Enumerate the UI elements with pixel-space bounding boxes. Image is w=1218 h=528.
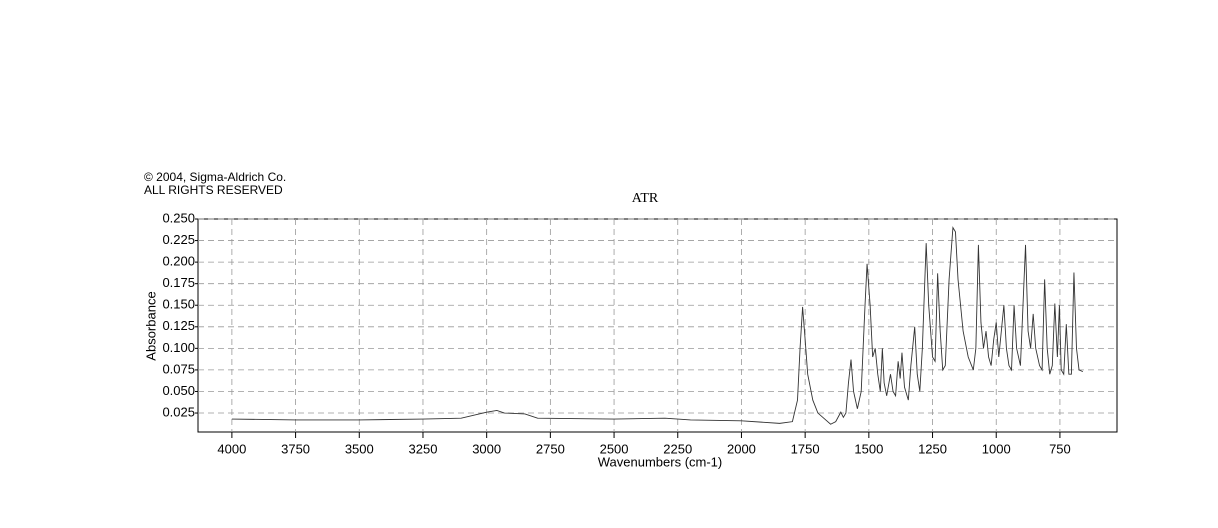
y-tick-label: 0.225 bbox=[162, 232, 195, 247]
y-tick-label: 0.150 bbox=[162, 297, 195, 312]
copyright: © 2004, Sigma-Aldrich Co. bbox=[144, 170, 286, 184]
spectrum-line bbox=[231, 226, 1084, 425]
x-tick-label: 2500 bbox=[600, 441, 629, 456]
x-tick-label: 4000 bbox=[217, 441, 246, 456]
y-tick-label: 0.175 bbox=[162, 275, 195, 290]
x-tick-label: 3250 bbox=[409, 441, 438, 456]
x-tick-label: 2000 bbox=[727, 441, 756, 456]
y-tick-label: 0.075 bbox=[162, 361, 195, 376]
y-tick-label: 0.100 bbox=[162, 340, 195, 355]
x-tick-label: 1250 bbox=[918, 441, 947, 456]
y-tick-label: 0.125 bbox=[162, 318, 195, 333]
x-axis-label: Wavenumbers (cm-1) bbox=[598, 454, 722, 469]
copyright: ALL RIGHTS RESERVED bbox=[144, 183, 283, 197]
x-tick-label: 3750 bbox=[281, 441, 310, 456]
y-tick-label: 0.025 bbox=[162, 404, 195, 419]
x-tick-label: 3500 bbox=[345, 441, 374, 456]
x-tick-label: 1500 bbox=[854, 441, 883, 456]
y-tick-label: 0.050 bbox=[162, 383, 195, 398]
y-axis-label: Absorbance bbox=[143, 291, 158, 360]
x-tick-label: 3000 bbox=[472, 441, 501, 456]
x-tick-label: 1750 bbox=[791, 441, 820, 456]
x-tick-label: 2250 bbox=[663, 441, 692, 456]
x-tick-label: 2750 bbox=[536, 441, 565, 456]
y-tick-label: 0.250 bbox=[162, 210, 195, 225]
chart-title: ATR bbox=[632, 191, 659, 206]
plot-frame bbox=[197, 218, 1118, 433]
x-tick-label: 750 bbox=[1049, 441, 1071, 456]
x-tick-label: 1000 bbox=[982, 441, 1011, 456]
y-tick-label: 0.200 bbox=[162, 254, 195, 269]
